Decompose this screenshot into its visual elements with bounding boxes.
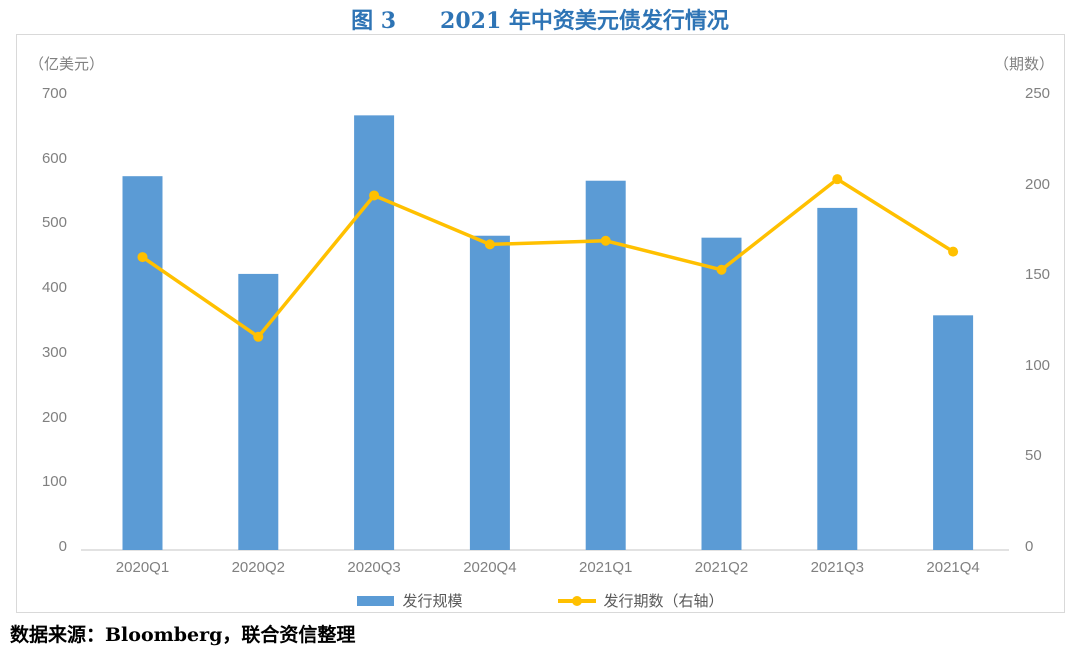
x-axis-label: 2021Q2 [694,559,749,576]
legend-item-issuance-count: 发行期数（右轴） [557,590,724,611]
left-axis-unit-label: （亿美元） [29,56,105,73]
line-point [369,190,380,201]
axis-tick-label: 0 [58,538,67,555]
line-point [137,252,148,263]
axis-tick-label: 400 [41,279,67,297]
bar [469,235,510,550]
x-axis-label: 2020Q1 [115,559,170,576]
line-point [253,331,264,342]
figure-title: 图 3 2021 年中资美元债发行情况 [351,8,729,34]
plot-area [81,115,1009,551]
right-axis-unit-label: （期数） [993,56,1054,73]
legend-label: 发行期数（右轴） [603,593,724,610]
axis-tick-label: 500 [41,214,67,232]
legend-label: 发行规模 [402,593,463,610]
line-swatch-marker-icon [571,595,582,606]
axis-tick-label: 700 [41,85,67,102]
line-point [832,174,843,185]
axis-tick-label: 250 [1025,85,1051,102]
x-axis-label: 2020Q2 [231,559,285,576]
bar [933,315,974,550]
legend: 发行规模 发行期数（右轴） [17,590,1064,611]
axis-tick-label: 150 [1025,266,1051,284]
axis-tick-label: 200 [1025,175,1051,193]
axis-tick-label: 0 [1025,538,1034,555]
line-point [948,246,959,257]
source-note: 数据来源：Bloomberg，联合资信整理 [10,624,356,646]
line-point [600,235,611,246]
bar [354,115,395,550]
x-axis-label: 2020Q4 [463,559,517,576]
axis-tick-label: 100 [1025,356,1051,374]
axis-tick-label: 50 [1025,447,1042,465]
line-point [716,264,727,275]
bar [701,237,742,550]
line-series [140,177,955,339]
legend-item-issuance-volume: 发行规模 [357,590,463,611]
axis-tick-label: 100 [41,473,67,491]
x-axis-label: 2021Q3 [810,559,864,576]
line-point [484,239,495,250]
axis-tick-label: 300 [41,343,67,361]
axis-tick-label: 200 [41,408,67,426]
x-axis-label: 2021Q4 [926,559,980,576]
bar [122,176,163,551]
x-axis-label: 2020Q3 [347,559,401,576]
bar [238,273,279,550]
bar-series-swatch [357,595,395,606]
axis-tick-label: 600 [41,149,67,167]
bar [817,207,858,550]
chart-panel: （亿美元） （期数） 0 100 200 300 400 500 600 700 0 50 100… [16,34,1065,613]
x-axis-label: 2021Q1 [578,559,633,576]
line-series-swatch [557,595,596,606]
